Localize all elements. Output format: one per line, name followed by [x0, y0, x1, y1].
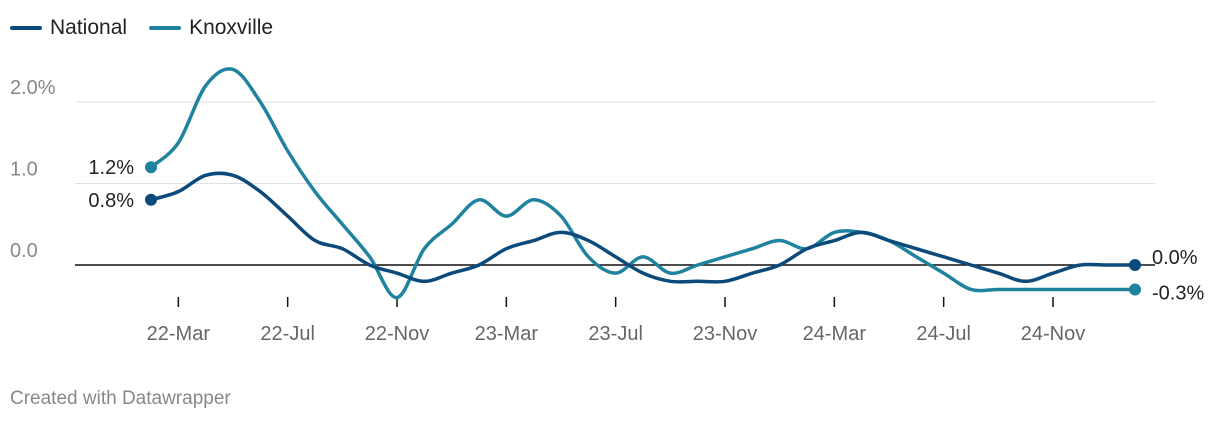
x-tick-label: 22-Nov	[365, 323, 429, 345]
x-tick-label: 24-Nov	[1021, 323, 1085, 345]
start-point-knoxville	[145, 161, 157, 174]
y-tick-label: 0.0	[10, 240, 38, 262]
start-label-national: 0.8%	[88, 190, 134, 212]
end-label-national: 0.0%	[1152, 247, 1198, 269]
start-point-national	[145, 193, 157, 206]
x-tick-label: 23-Nov	[693, 323, 757, 345]
attribution-text: Created with Datawrapper	[10, 388, 231, 409]
legend: National Knoxville	[10, 16, 273, 40]
legend-swatch-knoxville	[149, 26, 182, 30]
start-label-knoxville: 1.2%	[88, 157, 134, 179]
x-tick-label: 23-Mar	[475, 323, 539, 345]
end-point-knoxville	[1129, 283, 1141, 296]
legend-item-national[interactable]: National	[10, 16, 127, 40]
x-tick-label: 22-Jul	[260, 323, 314, 345]
x-tick-label: 23-Jul	[588, 323, 642, 345]
end-point-national	[1129, 259, 1141, 271]
x-tick-label: 24-Mar	[803, 323, 867, 345]
line-chart: 2.0% 1.0 0.0 22-Mar 22-Jul 22-Nov 23-Mar 23-Jul…	[10, 67, 1204, 345]
x-tick-label: 24-Jul	[916, 323, 970, 345]
end-label-knoxville: -0.3%	[1152, 282, 1204, 304]
y-tick-label: 1.0	[10, 159, 38, 181]
series-line-national	[149, 171, 1137, 284]
y-tick-label: 2.0%	[10, 77, 56, 99]
legend-label-national: National	[50, 16, 128, 39]
legend-label-knoxville: Knoxville	[189, 16, 274, 39]
series-line-knoxville	[149, 67, 1137, 300]
x-tick-label: 22-Mar	[147, 323, 211, 345]
legend-item-knoxville[interactable]: Knoxville	[149, 16, 273, 40]
legend-swatch-national	[10, 26, 42, 30]
